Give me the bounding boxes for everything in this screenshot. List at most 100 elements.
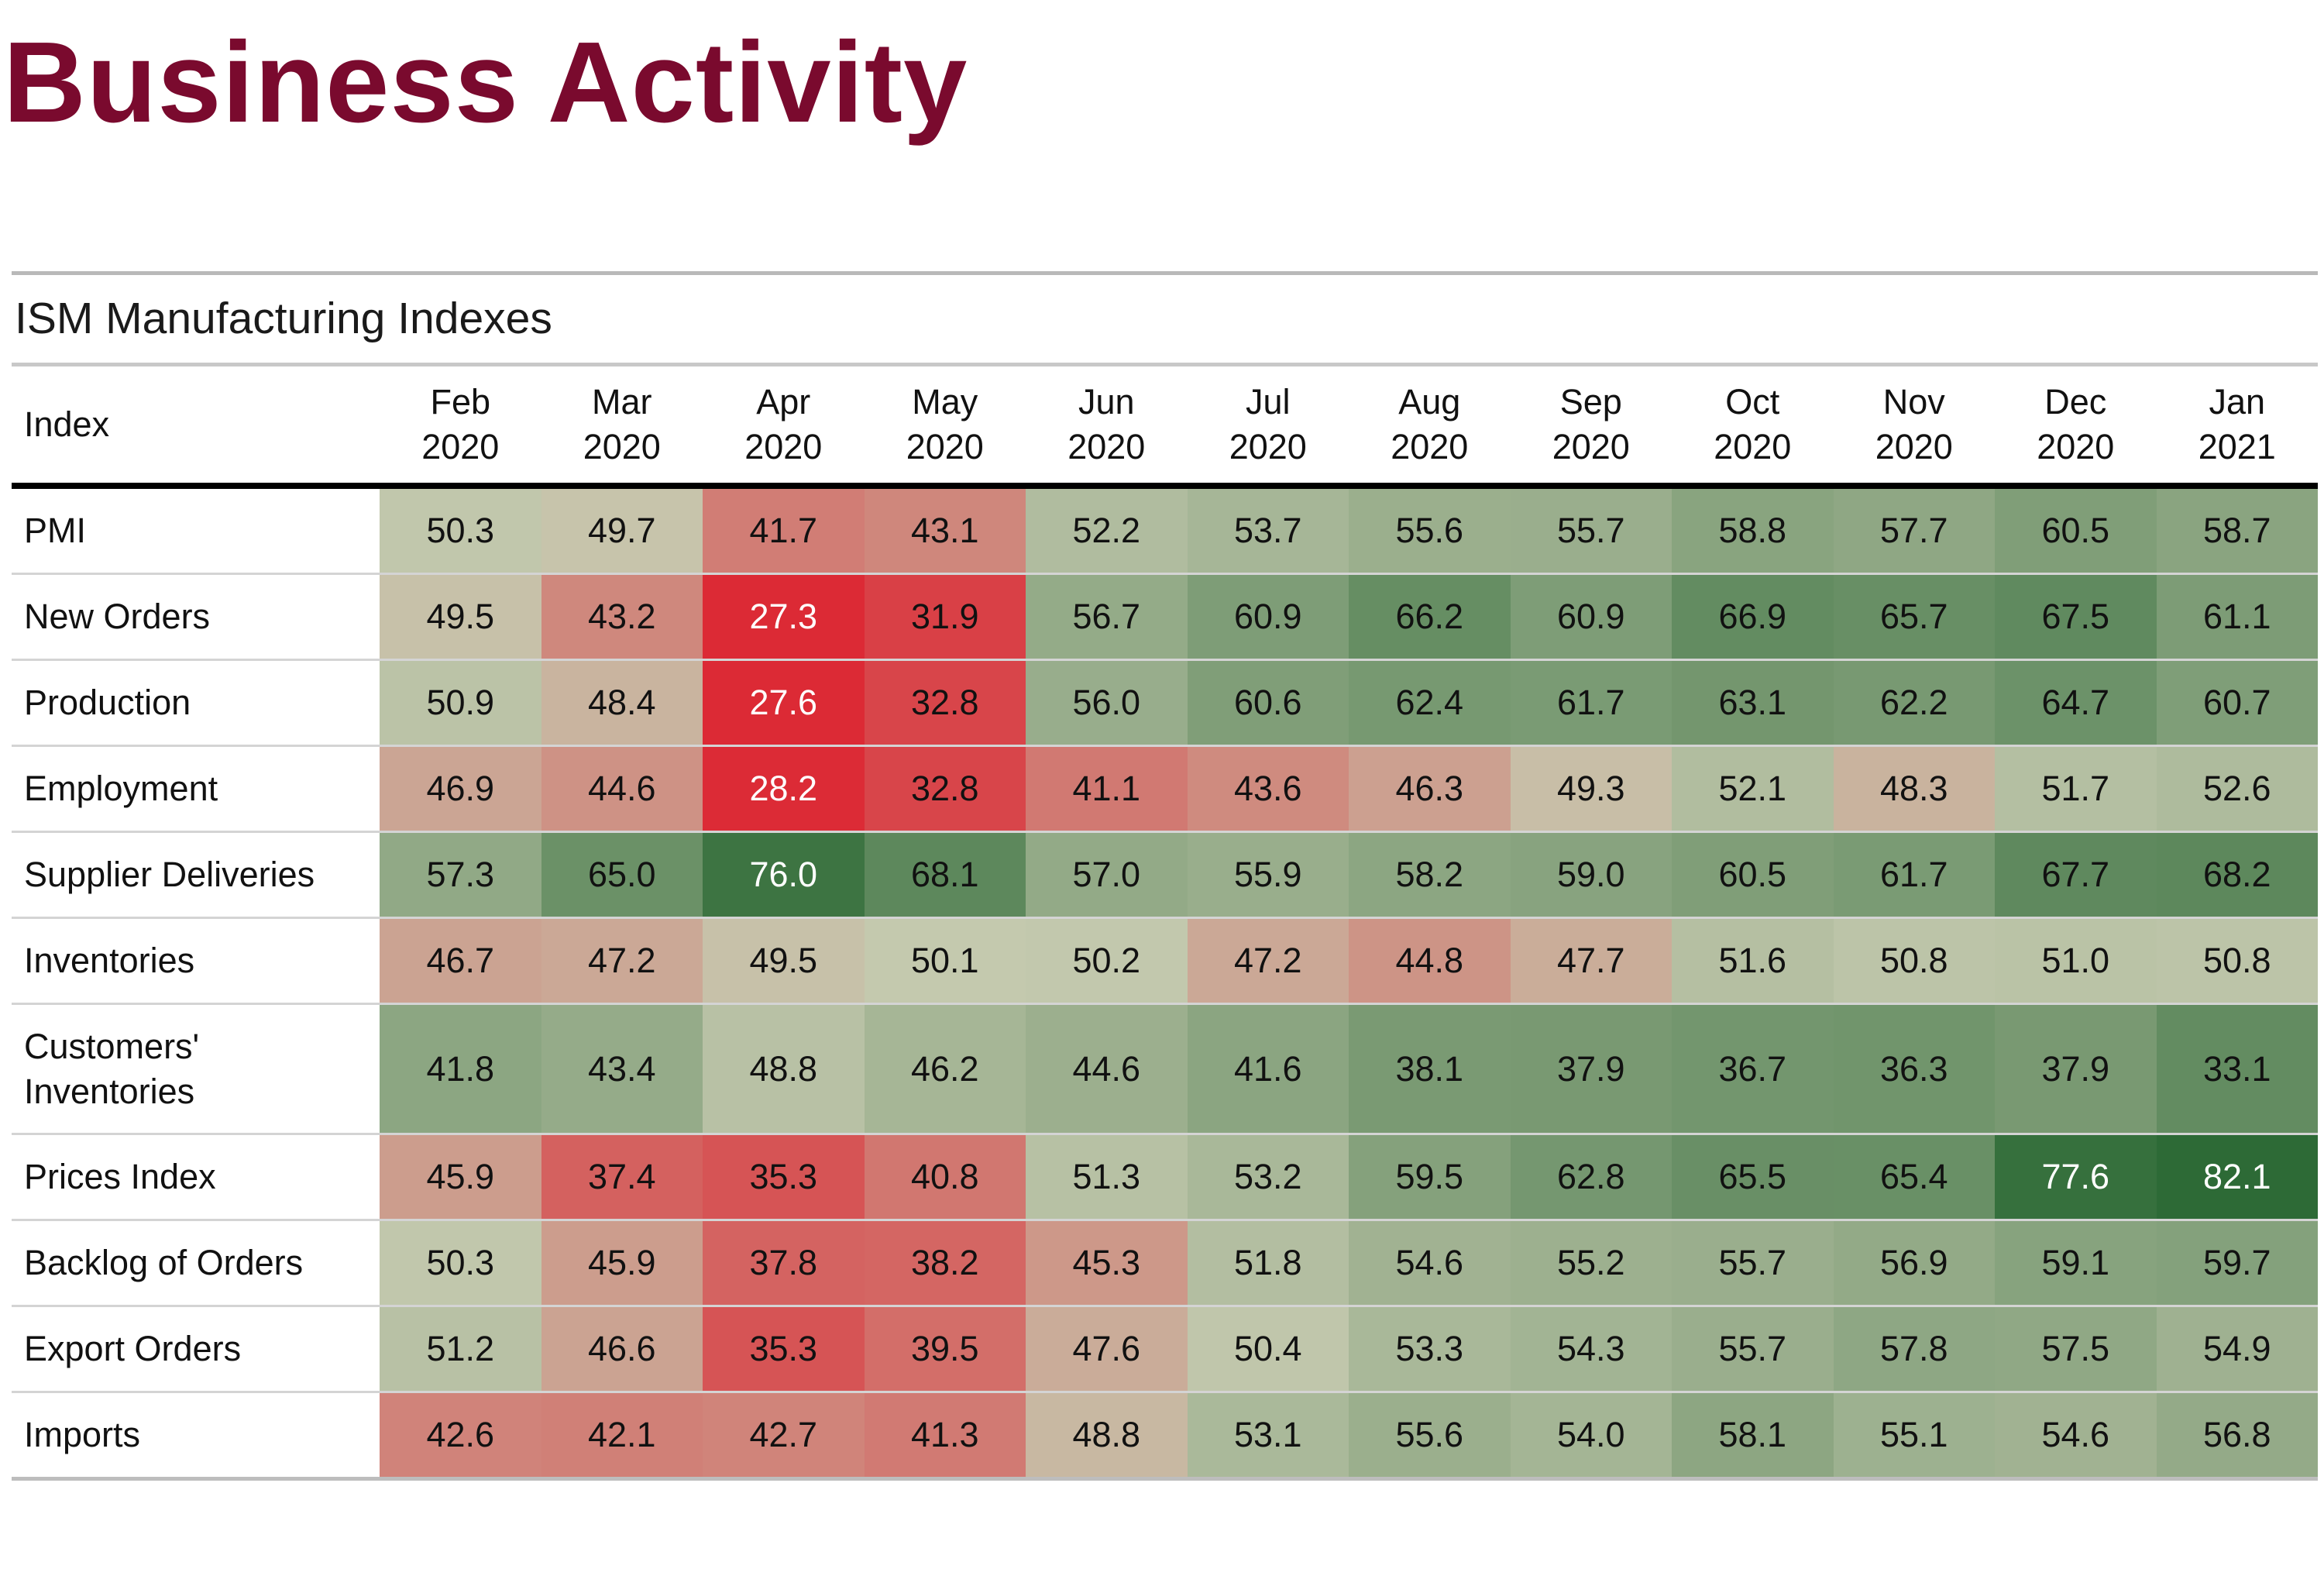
column-header-month: May: [912, 382, 978, 421]
heatmap-cell: 50.8: [2156, 917, 2318, 1005]
page-title: Business Activity: [3, 19, 968, 146]
cell-value: 50.4: [1233, 1329, 1302, 1368]
heatmap-cell: 53.1: [1187, 1392, 1349, 1481]
heatmap-cell: 49.3: [1510, 745, 1672, 833]
table-body: PMI 50.3 49.7 41.7 43.1 52.2 53.7 55.6 55.7 58.8 5…: [12, 486, 2318, 1481]
cell-value: 51.6: [1718, 941, 1787, 980]
cell-value: 58.7: [2202, 511, 2271, 550]
cell-value: 48.3: [1879, 769, 1948, 808]
cell-value: 33.1: [2202, 1048, 2271, 1089]
cell-value: 67.5: [2041, 597, 2110, 636]
column-header-5[interactable]: Jul 2020: [1187, 366, 1349, 489]
cell-value: 51.8: [1233, 1243, 1302, 1282]
heatmap-cell: 66.2: [1349, 573, 1511, 661]
cell-value: 55.7: [1718, 1329, 1787, 1368]
cell-value: 38.1: [1395, 1048, 1464, 1089]
cell-value: 55.6: [1395, 1415, 1464, 1454]
column-header-3[interactable]: May 2020: [864, 366, 1026, 489]
heatmap-cell: 55.6: [1349, 1392, 1511, 1481]
heatmap-cell: 51.3: [1026, 1134, 1188, 1221]
heatmap-cell: 42.6: [380, 1392, 541, 1481]
cell-value: 42.6: [426, 1415, 495, 1454]
heatmap-cell: 53.7: [1187, 486, 1349, 575]
heatmap-cell: 41.8: [380, 1003, 541, 1135]
cell-value: 60.5: [2041, 511, 2110, 550]
heatmap-cell: 50.8: [1833, 917, 1995, 1005]
heatmap-cell: 52.2: [1026, 486, 1188, 575]
heatmap-cell: 58.8: [1672, 486, 1834, 575]
row-label: PMI: [12, 486, 380, 575]
heatmap-cell: 48.4: [541, 659, 703, 747]
cell-value: 37.4: [587, 1157, 656, 1196]
column-header-8[interactable]: Oct 2020: [1672, 366, 1834, 489]
heatmap-cell: 82.1: [2156, 1134, 2318, 1221]
cell-value: 65.0: [587, 855, 656, 894]
heatmap-cell: 43.1: [864, 486, 1026, 575]
heatmap-cell: 41.6: [1187, 1003, 1349, 1135]
heatmap-cell: 60.5: [1995, 486, 2157, 575]
row-label: Customers' Inventories: [12, 1003, 380, 1135]
heatmap-cell: 47.2: [541, 917, 703, 1005]
column-header-2[interactable]: Apr 2020: [703, 366, 865, 489]
column-header-4[interactable]: Jun 2020: [1026, 366, 1188, 489]
table-row: PMI 50.3 49.7 41.7 43.1 52.2 53.7 55.6 55.7 58.8 5…: [12, 486, 2318, 575]
cell-value: 61.1: [2202, 597, 2271, 636]
cell-value: 54.0: [1556, 1415, 1625, 1454]
heatmap-cell: 50.2: [1026, 917, 1188, 1005]
cell-value: 54.6: [2041, 1415, 2110, 1454]
heatmap-cell: 37.8: [703, 1220, 865, 1307]
column-header-0[interactable]: Feb 2020: [380, 366, 541, 489]
cell-value: 46.7: [426, 941, 495, 980]
table-row: Inventories 46.7 47.2 49.5 50.1 50.2 47.2 44.8 4…: [12, 917, 2318, 1005]
cell-value: 54.3: [1556, 1329, 1625, 1368]
heatmap-cell: 52.6: [2156, 745, 2318, 833]
top-rule: [12, 271, 2318, 275]
column-header-11[interactable]: Jan 2021: [2156, 366, 2318, 489]
cell-value: 50.1: [910, 941, 979, 980]
heatmap-cell: 35.3: [703, 1306, 865, 1393]
heatmap-cell: 57.3: [380, 831, 541, 919]
heatmap-cell: 59.0: [1510, 831, 1672, 919]
heatmap-cell: 56.8: [2156, 1392, 2318, 1481]
column-header-9[interactable]: Nov 2020: [1833, 366, 1995, 489]
cell-value: 57.8: [1879, 1329, 1948, 1368]
heatmap-cell: 65.0: [541, 831, 703, 919]
column-header-year: 2020: [2037, 427, 2115, 466]
column-header-6[interactable]: Aug 2020: [1349, 366, 1511, 489]
heatmap-cell: 27.6: [703, 659, 865, 747]
heatmap-cell: 63.1: [1672, 659, 1834, 747]
index-column-header[interactable]: Index: [12, 366, 380, 489]
heatmap-cell: 32.8: [864, 659, 1026, 747]
cell-value: 65.4: [1879, 1157, 1948, 1196]
table-row: Production 50.9 48.4 27.6 32.8 56.0 60.6 62.4 61…: [12, 659, 2318, 747]
heatmap-cell: 37.9: [1510, 1003, 1672, 1135]
cell-value: 61.7: [1556, 683, 1625, 722]
heatmap-cell: 43.4: [541, 1003, 703, 1135]
column-header-10[interactable]: Dec 2020: [1995, 366, 2157, 489]
cell-value: 47.2: [587, 941, 656, 980]
table-row: Supplier Deliveries 57.3 65.0 76.0 68.1 57.0 5…: [12, 831, 2318, 919]
cell-value: 40.8: [910, 1157, 979, 1196]
heatmap-cell: 67.5: [1995, 573, 2157, 661]
cell-value: 55.9: [1233, 855, 1302, 894]
cell-value: 41.6: [1233, 1048, 1302, 1089]
cell-value: 56.9: [1879, 1243, 1948, 1282]
cell-value: 65.7: [1879, 597, 1948, 636]
cell-value: 62.2: [1879, 683, 1948, 722]
cell-value: 67.7: [2041, 855, 2110, 894]
heatmap-cell: 38.1: [1349, 1003, 1511, 1135]
cell-value: 62.8: [1556, 1157, 1625, 1196]
column-header-7[interactable]: Sep 2020: [1510, 366, 1672, 489]
column-header-month: Jan: [2209, 382, 2266, 421]
column-header-1[interactable]: Mar 2020: [541, 366, 703, 489]
heatmap-cell: 42.1: [541, 1392, 703, 1481]
heatmap-cell: 46.2: [864, 1003, 1026, 1135]
heatmap-cell: 50.9: [380, 659, 541, 747]
cell-value: 53.7: [1233, 511, 1302, 550]
cell-value: 42.1: [587, 1415, 656, 1454]
row-label: Prices Index: [12, 1134, 380, 1221]
column-header-month: Aug: [1398, 382, 1461, 421]
heatmap-cell: 33.1: [2156, 1003, 2318, 1135]
header-row: Index Feb 2020 Mar 2020 Apr 2020 May 2020 Jun 202…: [12, 366, 2318, 489]
column-header-month: Mar: [592, 382, 652, 421]
